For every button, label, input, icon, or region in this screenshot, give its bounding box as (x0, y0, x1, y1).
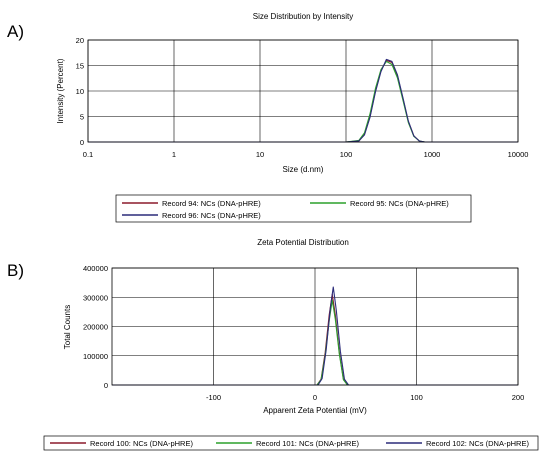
y-tick-label: 200000 (83, 323, 108, 332)
x-tick-label: -100 (206, 393, 221, 402)
chart-b-series (112, 286, 518, 386)
legend-label: Record 101: NCs (DNA-pHRE) (256, 439, 359, 448)
series-line-2 (88, 60, 518, 143)
y-tick-label: 10 (76, 87, 84, 96)
series-line-1 (88, 59, 518, 143)
chart-b-frame (111, 267, 519, 386)
series-line-3 (88, 58, 518, 143)
chart-a-xlabel: Size (d.nm) (283, 165, 324, 174)
y-tick-label: 5 (80, 113, 84, 122)
size-distribution-chart: Size Distribution by Intensity 0.1 1 10 100… (56, 12, 529, 223)
chart-a-grid (87, 39, 519, 143)
x-tick-label: 0.1 (83, 150, 93, 159)
y-tick-label: 0 (80, 138, 84, 147)
y-tick-label: 20 (76, 36, 84, 45)
chart-a-series (88, 58, 518, 143)
x-tick-label: 100 (410, 393, 423, 402)
legend-entry: Record 100: NCs (DNA-pHRE) (50, 439, 193, 448)
x-tick-label: 100 (340, 150, 353, 159)
y-tick-label: 400000 (83, 264, 108, 273)
y-tick-label: 300000 (83, 293, 108, 302)
y-tick-label: 0 (104, 381, 108, 390)
legend-entry: Record 102: NCs (DNA-pHRE) (386, 439, 529, 448)
chart-b-title: Zeta Potential Distribution (257, 238, 349, 247)
legend-entry: Record 101: NCs (DNA-pHRE) (216, 439, 359, 448)
legend-entry: Record 96: NCs (DNA-pHRE) (122, 211, 261, 220)
chart-a-ylabel: Intensity (Percent) (56, 58, 65, 123)
chart-a-title: Size Distribution by Intensity (253, 12, 354, 21)
x-tick-label: 0 (313, 393, 317, 402)
chart-b-ticks: -100 0 100 200 0 100000 200000 300000 400000 (83, 264, 524, 402)
x-tick-label: 1000 (424, 150, 441, 159)
legend-entry: Record 95: NCs (DNA-pHRE) (310, 199, 449, 208)
legend-label: Record 102: NCs (DNA-pHRE) (426, 439, 529, 448)
zeta-potential-chart: Zeta Potential Distribution -100 0 100 2000… (43, 238, 539, 451)
legend-entry: Record 94: NCs (DNA-pHRE) (122, 199, 261, 208)
panel-a-letter: A) (7, 22, 24, 41)
x-tick-label: 10 (256, 150, 264, 159)
chart-a-legend-box (115, 194, 472, 223)
chart-b-legend-box (43, 435, 539, 451)
chart-a-ticks: 0.1 1 10 100 1000 10000 0 5 10 15 20 (76, 36, 529, 159)
chart-b-ylabel: Total Counts (63, 305, 72, 349)
legend-label: Record 94: NCs (DNA-pHRE) (162, 199, 261, 208)
y-tick-label: 15 (76, 62, 84, 71)
y-tick-label: 100000 (83, 352, 108, 361)
x-tick-label: 10000 (508, 150, 529, 159)
chart-b-legend: Record 100: NCs (DNA-pHRE) Record 101: NC… (43, 435, 539, 451)
series-line-3 (112, 286, 518, 386)
chart-b-xlabel: Apparent Zeta Potential (mV) (263, 406, 367, 415)
legend-label: Record 100: NCs (DNA-pHRE) (90, 439, 193, 448)
chart-a-legend: Record 94: NCs (DNA-pHRE) Record 95: NCs … (115, 194, 472, 223)
x-tick-label: 1 (172, 150, 176, 159)
legend-label: Record 95: NCs (DNA-pHRE) (350, 199, 449, 208)
panel-b-letter: B) (7, 261, 24, 280)
legend-label: Record 96: NCs (DNA-pHRE) (162, 211, 261, 220)
chart-b-grid (112, 267, 519, 386)
chart-a-frame (87, 39, 519, 143)
x-tick-label: 200 (512, 393, 525, 402)
